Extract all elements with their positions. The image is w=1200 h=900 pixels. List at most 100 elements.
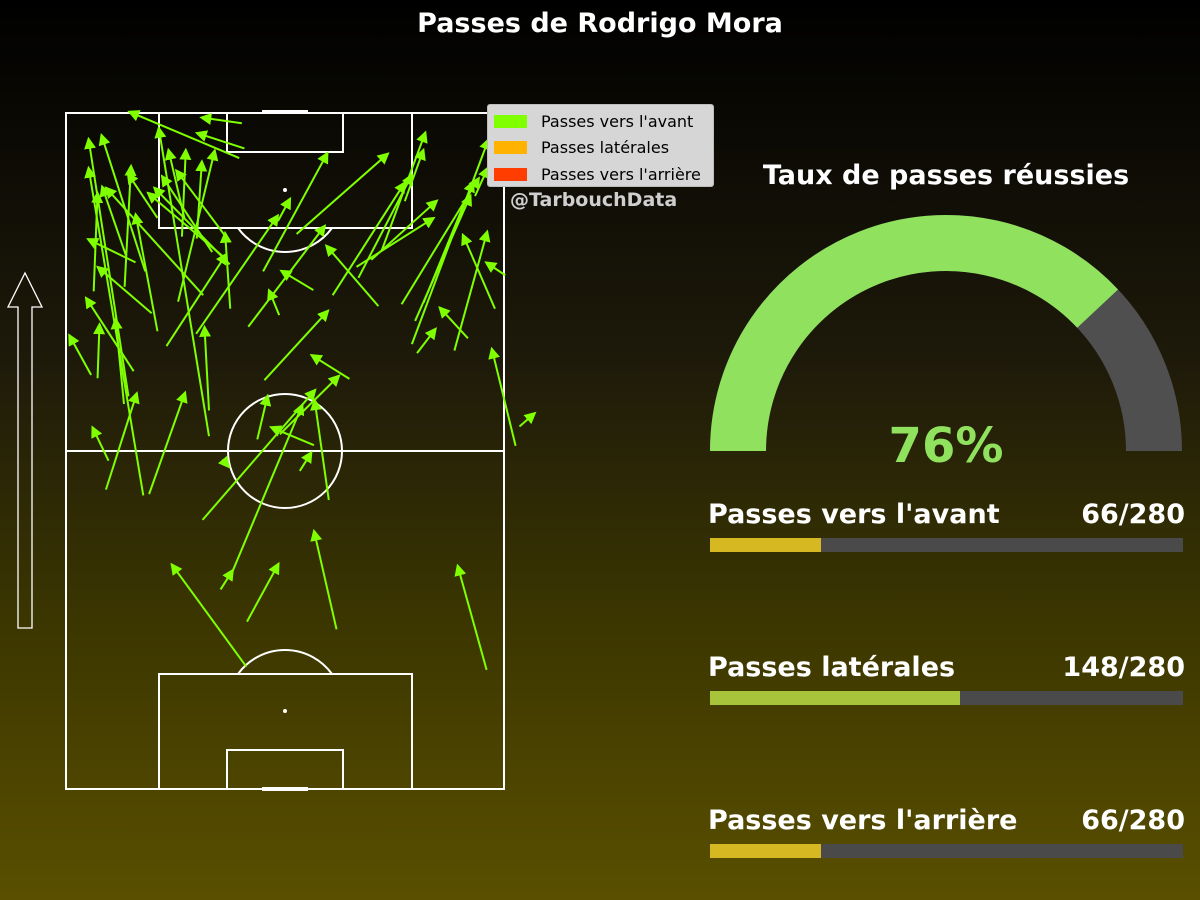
bottom-penalty-spot — [283, 709, 287, 713]
pass-arrow — [453, 229, 491, 351]
pass-arrow — [438, 305, 469, 340]
pass-arrow — [219, 230, 232, 309]
pass-arrow — [195, 213, 280, 335]
pass-arrow — [91, 190, 104, 292]
pass-arrow — [256, 393, 272, 440]
pass-arrow — [194, 130, 245, 150]
pass-arrow — [309, 354, 350, 380]
bottom-penalty-area — [158, 673, 413, 790]
pass-arrow — [263, 309, 330, 381]
pass-arrow — [268, 425, 315, 447]
stat-label-lateral: Passes latérales — [708, 652, 956, 683]
gauge-success-arc — [710, 215, 1119, 452]
pass-arrow — [93, 322, 106, 379]
legend: Passes vers l'avant Passes latérales Pas… — [487, 104, 714, 187]
stat-bar-backward — [710, 844, 1183, 858]
pass-arrow — [199, 112, 242, 125]
stat-count-lateral: 148/280 — [1062, 652, 1185, 683]
pass-arrow — [160, 174, 214, 253]
gauge-title: Taux de passes réussies — [762, 160, 1130, 191]
stat-bar-fill-forward — [710, 538, 822, 552]
stat-label-forward: Passes vers l'avant — [708, 499, 1000, 530]
pass-arrow — [219, 568, 234, 590]
top-penalty-arc — [237, 227, 333, 254]
legend-swatch-lateral — [494, 141, 527, 155]
legend-swatch-backward — [494, 167, 527, 181]
pass-arrow — [355, 216, 436, 268]
pass-arrow — [247, 224, 327, 328]
legend-label-forward: Passes vers l'avant — [541, 111, 694, 131]
stat-count-forward: 66/280 — [1081, 499, 1185, 530]
pass-arrow — [123, 163, 137, 287]
pass-arrow — [99, 184, 127, 256]
pass-arrow — [277, 196, 292, 222]
pass-arrow — [262, 151, 329, 272]
top-goal-area — [226, 112, 344, 153]
pass-arrow — [454, 563, 488, 671]
pass-arrow — [279, 269, 314, 291]
top-penalty-area — [158, 112, 413, 229]
pass-arrow — [484, 261, 506, 277]
watermark: @TarbouchData — [510, 189, 678, 211]
pass-arrow — [96, 265, 153, 314]
pass-arrow — [68, 333, 92, 376]
gauge-value: 76% — [888, 418, 1004, 474]
pass-arrow — [310, 398, 330, 501]
pass-arrow — [403, 147, 426, 202]
pass-arrow — [310, 528, 338, 630]
pass-arrow — [146, 191, 224, 258]
pass-arrow — [461, 232, 496, 310]
chart-title: Passes de Rodrigo Mora — [417, 8, 783, 39]
pass-arrow — [217, 455, 231, 469]
pass-arrow — [414, 193, 472, 322]
pass-arrow — [488, 346, 517, 447]
centre-circle — [227, 393, 343, 509]
legend-item-lateral: Passes latérales — [494, 135, 713, 162]
pass-arrow — [267, 288, 281, 316]
stat-bar-forward — [710, 538, 1183, 552]
legend-item-backward: Passes vers l'arrière — [494, 161, 713, 188]
legend-item-forward: Passes vers l'avant — [494, 108, 713, 135]
pass-arrow — [98, 132, 147, 272]
pass-arrow — [126, 171, 159, 219]
pass-arrow — [104, 186, 204, 296]
pass-arrow — [127, 110, 240, 159]
pass-arrow — [324, 244, 380, 307]
pass-arrow — [131, 212, 159, 332]
legend-label-lateral: Passes latérales — [541, 138, 670, 158]
pass-arrow — [110, 317, 125, 405]
pass-arrow — [84, 296, 135, 372]
stat-bar-fill-backward — [710, 844, 822, 858]
stat-bar-lateral — [710, 691, 1183, 705]
bottom-penalty-arc — [237, 648, 333, 675]
pass-arrow — [199, 324, 212, 411]
pass-arrow — [298, 450, 313, 472]
stat-bar-fill-lateral — [710, 691, 961, 705]
pass-arrow — [474, 165, 490, 197]
pass-arrow — [195, 159, 208, 239]
pass-arrow — [279, 374, 341, 435]
pass-arrow — [416, 327, 437, 354]
pass-arrow — [148, 390, 188, 495]
pass-arrow — [179, 147, 192, 237]
legend-swatch-forward — [494, 114, 527, 128]
stat-count-backward: 66/280 — [1081, 805, 1185, 836]
pass-arrow — [201, 388, 317, 521]
pass-arrow — [229, 402, 305, 576]
pass-arrow — [170, 562, 248, 668]
stat-label-backward: Passes vers l'arrière — [708, 805, 1018, 836]
pass-arrow — [91, 425, 110, 462]
pass-arrow — [177, 148, 219, 302]
pass-arrow — [357, 173, 413, 279]
pass-arrow — [295, 152, 390, 235]
pitch — [65, 110, 505, 791]
pass-arrow — [518, 411, 537, 428]
attack-direction-arrow — [6, 271, 44, 629]
pass-arrow — [165, 252, 228, 347]
pass-arrow — [104, 391, 140, 490]
bottom-goal-area — [226, 749, 344, 790]
pass-arrow — [331, 180, 406, 296]
top-penalty-spot — [283, 188, 287, 192]
legend-label-backward: Passes vers l'arrière — [541, 164, 701, 184]
